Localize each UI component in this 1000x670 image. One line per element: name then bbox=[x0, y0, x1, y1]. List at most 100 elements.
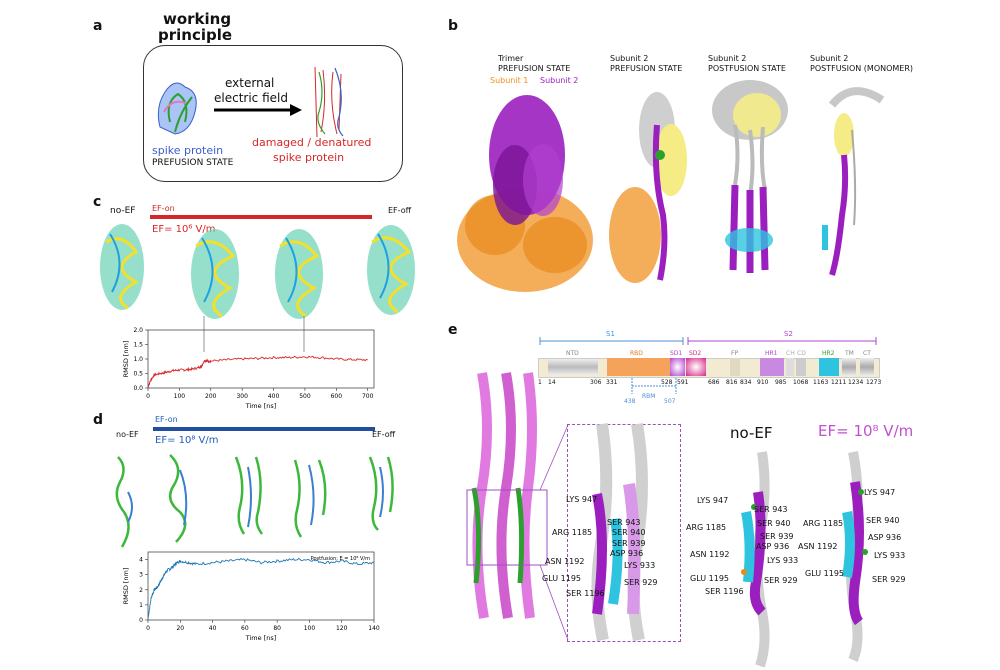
domain-ntd bbox=[548, 359, 598, 375]
domain-hr1 bbox=[760, 358, 784, 376]
rbm-label: RBM bbox=[642, 393, 656, 400]
y-tick-label: 0 bbox=[139, 617, 143, 624]
y-axis-label: RMSD [nm] bbox=[122, 341, 130, 378]
y-tick-label: 3 bbox=[139, 572, 143, 579]
zoom-frame bbox=[567, 424, 681, 642]
x-tick-label: 400 bbox=[268, 393, 280, 400]
pos-528: 528 bbox=[661, 379, 673, 386]
x-tick-label: 700 bbox=[362, 393, 374, 400]
zoom-res-ser1196: SER 1196 bbox=[566, 589, 605, 598]
x-axis-label: Time [ns] bbox=[245, 402, 277, 410]
helix-bundle-overview bbox=[466, 372, 548, 619]
domain-hr2 bbox=[819, 358, 839, 376]
domain-sd1 bbox=[670, 358, 685, 376]
col3-title-line1: Subunit 2 bbox=[708, 54, 747, 63]
pos-1068: 1068 bbox=[793, 379, 809, 386]
panel-d-ef-value: EF= 10⁸ V/m bbox=[155, 435, 219, 446]
x-tick-label: 100 bbox=[174, 393, 186, 400]
col2-title-line2: PREFUSION STATE bbox=[610, 64, 683, 73]
domain-label-hr2: HR2 bbox=[822, 350, 835, 357]
pos-985: 985 bbox=[775, 379, 787, 386]
ef-res-arg1185: ARG 1185 bbox=[803, 519, 844, 528]
x-tick-label: 140 bbox=[368, 625, 380, 632]
panel-d-structure-1 bbox=[115, 456, 133, 548]
pos-591: 591 bbox=[677, 379, 689, 386]
panel-c-structure-4 bbox=[367, 225, 415, 315]
panel-c-structure-1 bbox=[100, 224, 144, 310]
x-tick-label: 200 bbox=[205, 393, 217, 400]
zoom-helices bbox=[591, 423, 648, 642]
x-tick-label: 20 bbox=[176, 625, 184, 632]
x-tick-label: 40 bbox=[209, 625, 217, 632]
s1-label: S1 bbox=[606, 330, 615, 338]
domain-label-cd: CD bbox=[797, 350, 806, 357]
panel-d-no-ef: no-EF bbox=[116, 430, 139, 439]
pos-834: 834 bbox=[740, 379, 752, 386]
ef-res-ser940: SER 940 bbox=[866, 516, 900, 525]
noef-res-asp936: ASP 936 bbox=[756, 542, 790, 551]
panel-a-frame bbox=[143, 45, 403, 182]
y-tick-label: 4 bbox=[139, 557, 143, 564]
noef-res-ser943: SER 943 bbox=[754, 505, 788, 514]
arrow-label-line2: electric field bbox=[214, 91, 288, 105]
panel-c-ef-bar bbox=[150, 215, 372, 219]
trimer-title-line2: PREFUSION STATE bbox=[498, 64, 571, 73]
plot-frame bbox=[147, 329, 375, 389]
pos-816: 816 bbox=[726, 379, 738, 386]
zoom-res-asp936: ASP 936 bbox=[610, 549, 644, 558]
pos-1163: 1163 bbox=[813, 379, 829, 386]
damaged-label-line1: damaged / denatured bbox=[252, 136, 372, 149]
panel-d-structure-3 bbox=[234, 456, 264, 535]
panel-d-ef-off: EF-off bbox=[372, 430, 396, 439]
panel-d-structure-5 bbox=[368, 456, 394, 531]
y-tick-label: 1.5 bbox=[133, 342, 143, 349]
panel-e-no-ef-label: no-EF bbox=[730, 424, 773, 442]
panel-c-ef-off: EF-off bbox=[388, 206, 412, 215]
panel-d-structure-2 bbox=[168, 454, 188, 543]
col2-title-line1: Subunit 2 bbox=[610, 54, 649, 63]
zoom-res-arg1185: ARG 1185 bbox=[552, 528, 593, 537]
noef-res-ser1196: SER 1196 bbox=[705, 587, 744, 596]
denatured-spike-illustration bbox=[314, 66, 344, 138]
rbm-bracket bbox=[631, 378, 677, 394]
subunit2-label: Subunit 2 bbox=[540, 76, 579, 85]
noef-res-ser939: SER 939 bbox=[760, 532, 794, 541]
panel-d-ef-bar bbox=[153, 427, 375, 431]
x-axis-label: Time [ns] bbox=[245, 634, 277, 642]
subunit2-monomer-illustration bbox=[822, 87, 885, 276]
series-line bbox=[147, 557, 375, 619]
plot-frame bbox=[147, 551, 375, 621]
trimer-structure-illustration bbox=[457, 95, 593, 292]
spike-protein-label: spike protein bbox=[152, 144, 224, 157]
panel-e-ef-label: EF= 10⁸ V/m bbox=[818, 422, 914, 440]
y-tick-label: 1 bbox=[139, 602, 143, 609]
domain-label-ntd: NTD bbox=[566, 350, 579, 357]
domain-rbd bbox=[607, 358, 670, 376]
col4-title-line1: Subunit 2 bbox=[810, 54, 849, 63]
col4-title-line2: POSTFUSION (MONOMER) bbox=[810, 64, 914, 73]
domain-label-tm: TM bbox=[845, 350, 854, 357]
zoom-res-ser939: SER 939 bbox=[612, 539, 646, 548]
y-tick-label: 1.0 bbox=[133, 356, 143, 363]
trimer-title-line1: Trimer bbox=[498, 54, 524, 63]
pos-306: 306 bbox=[590, 379, 602, 386]
zoom-res-glu1195: GLU 1195 bbox=[542, 574, 582, 583]
pos-686: 686 bbox=[708, 379, 720, 386]
ef-res-glu1195: GLU 1195 bbox=[805, 569, 845, 578]
domain-label-fp: FP bbox=[731, 350, 739, 357]
x-tick-label: 80 bbox=[273, 625, 281, 632]
panel-c-no-ef: no-EF bbox=[110, 206, 136, 216]
domain-label-ch: CH bbox=[786, 350, 795, 357]
domain-fp bbox=[730, 358, 740, 376]
subunit2-prefusion-illustration bbox=[609, 92, 687, 283]
x-tick-label: 0 bbox=[146, 625, 150, 632]
panel-c-ef-value: EF= 10⁶ V/m bbox=[152, 224, 216, 235]
prefusion-spike-illustration bbox=[157, 82, 197, 135]
domain-sd2 bbox=[686, 358, 706, 376]
noef-res-ser940: SER 940 bbox=[757, 519, 791, 528]
y-tick-label: 0.5 bbox=[133, 371, 143, 378]
panel-a-title-line1: working bbox=[163, 10, 232, 28]
panel-a-label: a bbox=[93, 18, 103, 34]
no-ef-helix bbox=[741, 451, 770, 668]
ef-res-lys933: LYS 933 bbox=[874, 551, 906, 560]
